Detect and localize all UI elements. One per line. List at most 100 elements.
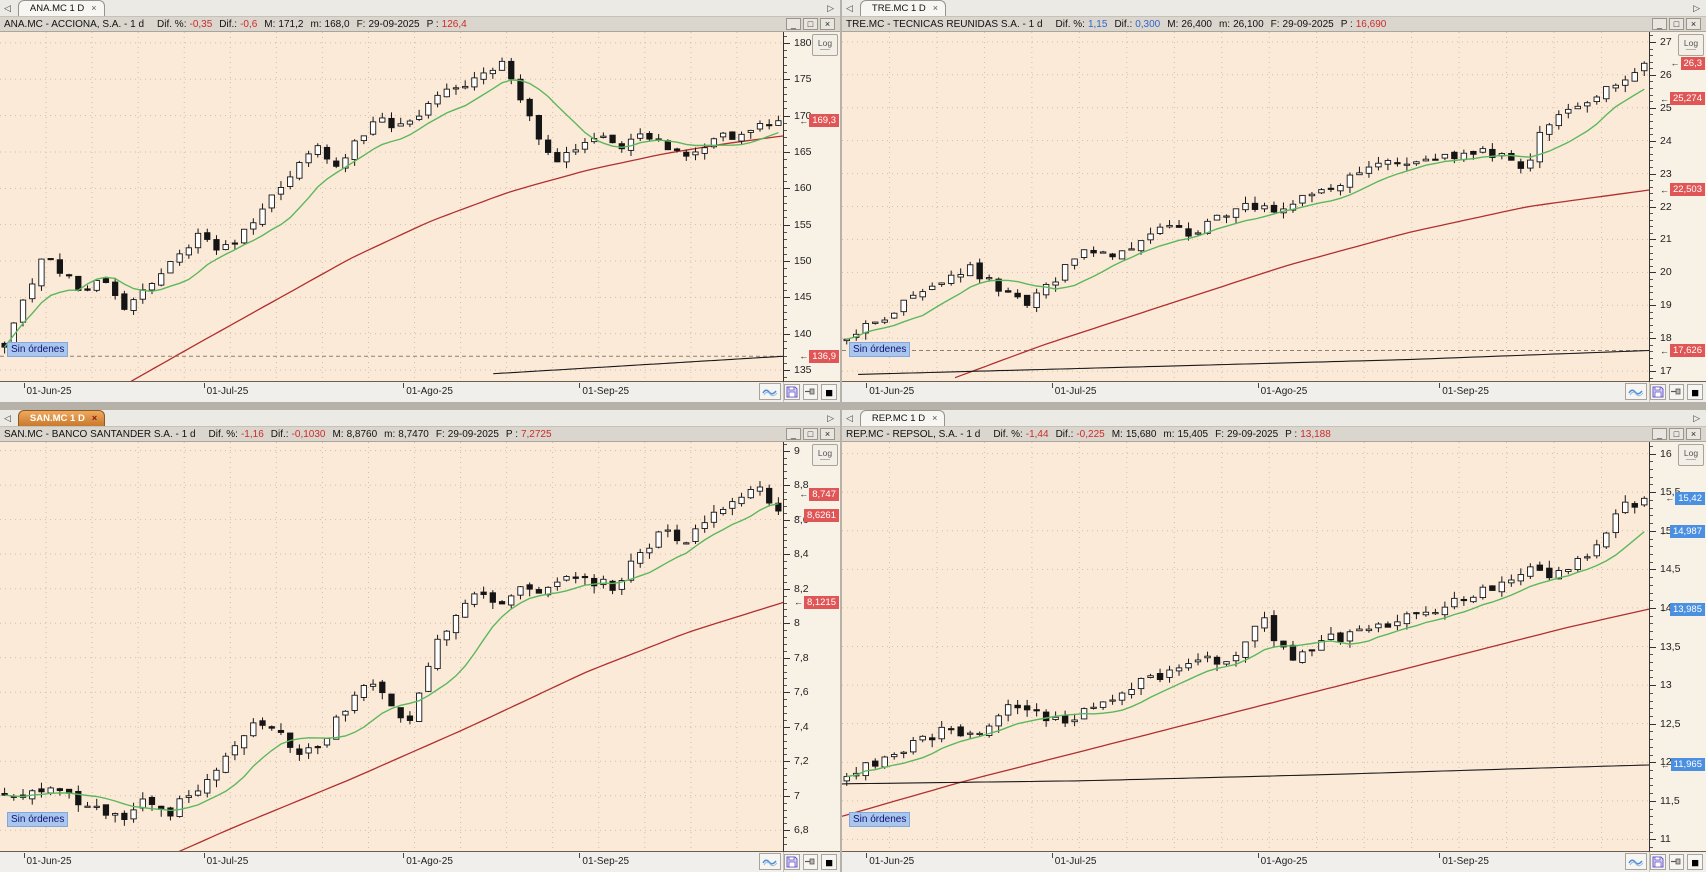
axis-tick — [1650, 777, 1653, 779]
tab-close-icon[interactable]: × — [932, 413, 938, 423]
chart-tab[interactable]: REP.MC 1 D × — [859, 410, 946, 426]
price-chart[interactable]: Sin órdenes — [842, 32, 1649, 382]
log-scale-button[interactable]: Log — [1678, 34, 1704, 56]
tab-scroll-right-icon[interactable]: ▷ — [827, 413, 834, 423]
indicator-wave-button[interactable] — [759, 853, 781, 870]
log-scale-button[interactable]: Log — [812, 444, 838, 466]
pin-button[interactable] — [802, 854, 819, 870]
minimize-button[interactable]: _ — [786, 18, 801, 30]
date-value: 29-09-2025 — [1227, 428, 1279, 440]
close-button[interactable]: × — [1686, 428, 1701, 440]
tab-scroll-left-icon[interactable]: ◁ — [846, 413, 853, 423]
tab-scroll-left-icon[interactable]: ◁ — [846, 3, 853, 13]
axis-tick — [1650, 515, 1653, 517]
price-tag: ← 8,747 — [799, 487, 839, 501]
price-arrow-icon: ← — [793, 597, 803, 608]
footer-toolbar: ■ — [783, 382, 840, 402]
wave-icon — [762, 389, 778, 396]
axis-tick — [784, 348, 787, 350]
price-axis[interactable]: Log 11 11,5 12 12,5 13 13,5 14 14,5 15 15,5 16 ← 15,… — [1649, 442, 1706, 852]
axis-tick — [784, 231, 787, 233]
tab-close-icon[interactable]: × — [91, 3, 97, 13]
minimize-button[interactable]: _ — [1652, 428, 1667, 440]
axis-tick — [784, 297, 790, 299]
pin-button[interactable] — [1668, 854, 1685, 870]
time-axis[interactable]: 01-Jun-25 01-Jul-25 01-Ago-25 01-Sep-25 — [0, 382, 783, 402]
close-button[interactable]: × — [1686, 18, 1701, 30]
color-swatch-button[interactable]: ■ — [821, 384, 837, 400]
save-button[interactable] — [1649, 384, 1666, 400]
time-axis[interactable]: 01-Jun-25 01-Jul-25 01-Ago-25 01-Sep-25 — [0, 852, 783, 872]
maximize-button[interactable]: □ — [803, 428, 818, 440]
axis-tick — [1650, 120, 1653, 122]
axis-tick — [784, 657, 790, 659]
tab-scroll-left-icon[interactable]: ◁ — [4, 413, 11, 423]
axis-tick — [784, 692, 790, 694]
price-axis[interactable]: Log 135 140 145 150 155 160 165 170 175 180 ← 169,3… — [783, 32, 840, 382]
tab-close-icon[interactable]: × — [932, 3, 939, 13]
price-tag-value: 15,42 — [1675, 491, 1705, 505]
axis-tick — [1650, 445, 1653, 447]
log-scale-button[interactable]: Log — [812, 34, 838, 56]
tab-scroll-right-icon[interactable]: ▷ — [827, 3, 834, 13]
axis-tick — [784, 795, 790, 797]
price-axis[interactable]: Log 17 18 19 20 21 22 23 24 25 26 27 ← 26,3 ← 25,274 ← 2… — [1649, 32, 1706, 382]
tab-scroll-left-icon[interactable]: ◁ — [4, 3, 11, 13]
min-label: m: — [1218, 18, 1231, 30]
axis-tick — [784, 719, 787, 721]
tab-scroll-right-icon[interactable]: ▷ — [1693, 3, 1700, 13]
axis-tick — [784, 630, 787, 632]
close-button[interactable]: × — [820, 18, 835, 30]
log-scale-button[interactable]: Log — [1678, 444, 1704, 466]
maximize-button[interactable]: □ — [1669, 18, 1684, 30]
color-swatch-button[interactable]: ■ — [1687, 854, 1703, 870]
axis-tick — [1650, 816, 1653, 818]
minimize-button[interactable]: _ — [1652, 18, 1667, 30]
time-axis[interactable]: 01-Jun-25 01-Jul-25 01-Ago-25 01-Sep-25 — [842, 382, 1649, 402]
price-chart[interactable]: Sin órdenes — [0, 32, 783, 382]
pin-button[interactable] — [1668, 384, 1685, 400]
close-button[interactable]: × — [820, 428, 835, 440]
price-chart[interactable]: Sin órdenes — [842, 442, 1649, 852]
indicator-wave-button[interactable] — [1625, 853, 1647, 870]
price-axis[interactable]: Log 6,8 7 7,2 7,4 7,6 7,8 8 8,2 8,4 8,6 8,8 9 ← 8,747… — [783, 442, 840, 852]
save-button[interactable] — [783, 854, 800, 870]
axis-label: 14 — [1660, 601, 1672, 614]
save-button[interactable] — [783, 384, 800, 400]
time-axis[interactable]: 01-Jun-25 01-Jul-25 01-Ago-25 01-Sep-25 — [842, 852, 1649, 872]
pin-button[interactable] — [802, 384, 819, 400]
tab-scroll-right-icon[interactable]: ▷ — [1693, 413, 1700, 423]
price-chart[interactable]: Sin órdenes — [0, 442, 783, 852]
dif-value: -0,6 — [240, 18, 258, 30]
p-label: P : — [1285, 428, 1298, 440]
axis-tick — [784, 464, 787, 466]
time-tick — [1439, 853, 1441, 858]
axis-tick — [784, 202, 787, 204]
tab-label: REP.MC 1 D — [871, 413, 926, 424]
color-swatch-button[interactable]: ■ — [821, 854, 837, 870]
price-arrow-icon: ← — [799, 115, 809, 126]
maximize-button[interactable]: □ — [803, 18, 818, 30]
chart-footer: 01-Jun-25 01-Jul-25 01-Ago-25 01-Sep-25 ■ — [842, 382, 1706, 402]
axis-tick — [784, 581, 787, 583]
save-button[interactable] — [1649, 854, 1666, 870]
time-tick — [1439, 383, 1441, 388]
chart-tab[interactable]: ANA.MC 1 D × — [17, 0, 105, 16]
axis-label: 8,2 — [794, 582, 809, 595]
chart-tab[interactable]: SAN.MC 1 D × — [17, 410, 106, 426]
axis-tick — [1650, 305, 1656, 307]
chart-window: ◁ TRE.MC 1 D × ▷ TRE.MC - TECNICAS REUNI… — [842, 0, 1706, 402]
minimize-button[interactable]: _ — [786, 428, 801, 440]
axis-tick — [784, 761, 790, 763]
axis-tick — [784, 450, 790, 452]
maximize-button[interactable]: □ — [1669, 428, 1684, 440]
indicator-wave-button[interactable] — [759, 383, 781, 400]
axis-tick — [1650, 808, 1653, 810]
chart-tab[interactable]: TRE.MC 1 D × — [859, 0, 947, 16]
axis-tick — [1650, 569, 1656, 571]
axis-tick — [1650, 167, 1653, 168]
color-swatch-button[interactable]: ■ — [1687, 384, 1703, 400]
tab-close-icon[interactable]: × — [91, 413, 98, 423]
axis-tick — [1650, 770, 1653, 771]
indicator-wave-button[interactable] — [1625, 383, 1647, 400]
